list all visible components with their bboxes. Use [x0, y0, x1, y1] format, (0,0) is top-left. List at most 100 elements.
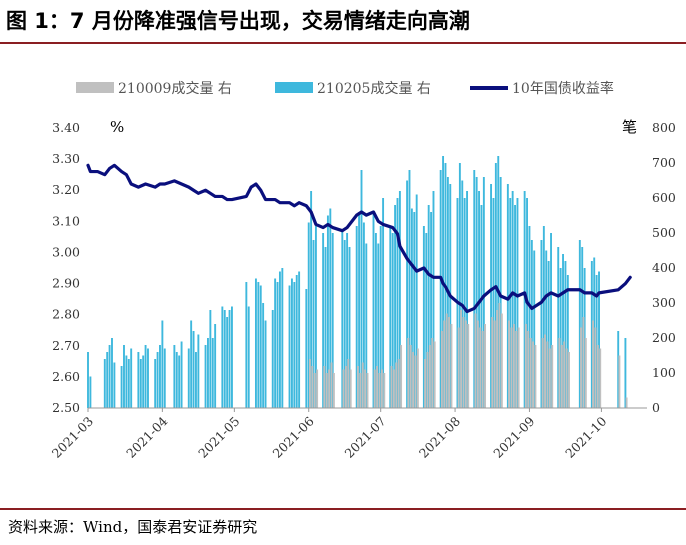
bar-210009: [450, 324, 453, 408]
bar-210205: [163, 348, 166, 408]
bar-210205: [209, 310, 212, 408]
bar-210205: [278, 271, 281, 408]
bar-210205: [341, 229, 344, 408]
left-tick-label: 3.30: [52, 151, 80, 166]
bar-210205: [159, 345, 161, 408]
bar-210009: [508, 320, 510, 408]
bar-210009: [400, 345, 403, 408]
bar-210205: [463, 198, 466, 408]
bar-210205: [473, 170, 476, 408]
chart: 210009成交量 右 210205成交量 右 10年国债收益率 % 笔 3.403…: [49, 80, 676, 461]
bar-210205: [127, 359, 130, 408]
bar-210009: [582, 317, 585, 408]
bar-210205: [533, 250, 536, 408]
bar-210009: [445, 313, 448, 408]
bar-210205: [427, 205, 430, 408]
bar-210009: [308, 359, 311, 408]
bar-210205: [290, 278, 293, 408]
bar-210205: [175, 352, 178, 408]
bar-210009: [378, 373, 381, 408]
bar-210009: [500, 313, 503, 408]
left-tick-label: 2.70: [52, 338, 80, 353]
x-tick-label: 2021-08: [416, 413, 463, 460]
bar-210205: [247, 306, 250, 408]
bar-210205: [547, 261, 550, 408]
x-axis: 2021-03 2021-04 2021-05 2021-06 2021-07 2021-…: [49, 408, 610, 461]
bar-210009: [373, 369, 376, 408]
source-note: 资料来源：Wind，国泰君安证券研究: [8, 518, 258, 536]
bar-series-210009: [308, 303, 628, 408]
bar-210205: [245, 282, 248, 408]
bar-210009: [580, 327, 582, 408]
bar-210009: [462, 317, 465, 408]
bar-210205: [125, 355, 128, 408]
bar-210205: [480, 205, 483, 408]
bar-210009: [330, 362, 333, 408]
bar-210205: [540, 240, 543, 408]
bar-210205: [564, 261, 567, 408]
bar-210205: [346, 233, 349, 408]
bar-210009: [515, 331, 518, 408]
bar-210009: [328, 369, 331, 408]
bar-210009: [397, 359, 400, 408]
bar-210205: [276, 282, 279, 408]
bar-210205: [562, 254, 564, 408]
x-tick-label: 2021-09: [490, 413, 537, 460]
bar-210205: [343, 240, 346, 408]
bar-210009: [544, 334, 546, 408]
bar-210205: [422, 226, 425, 408]
bar-210009: [311, 366, 314, 408]
bar-210009: [323, 366, 326, 408]
right-tick-label: 0: [652, 400, 660, 415]
bar-210205: [559, 268, 562, 408]
bar-210205: [103, 359, 106, 408]
bar-210205: [226, 317, 229, 408]
bar-210009: [428, 345, 431, 408]
bar-210009: [457, 327, 460, 408]
bar-210009: [412, 352, 415, 408]
bar-210205: [466, 191, 469, 408]
left-tick-label: 2.80: [52, 307, 80, 322]
bar-210205: [139, 359, 142, 408]
legend-swatch-1: [275, 82, 313, 93]
yield-line: [86, 163, 632, 314]
bar-210205: [583, 268, 586, 408]
bar-210009: [409, 345, 412, 408]
bar-210009: [524, 324, 527, 408]
left-tick-label: 2.50: [52, 400, 80, 415]
bar-210009: [491, 317, 494, 408]
bar-210009: [527, 331, 530, 408]
bar-210205: [223, 310, 226, 408]
bar-210205: [617, 331, 620, 408]
right-axis-unit: 笔: [622, 118, 637, 136]
bar-210205: [499, 177, 502, 408]
bar-210205: [406, 180, 409, 408]
bar-210205: [542, 226, 545, 408]
bar-210009: [424, 359, 427, 408]
bar-210009: [433, 341, 436, 408]
bar-210205: [142, 355, 145, 408]
left-tick-label: 3.10: [52, 213, 80, 228]
bar-210205: [89, 376, 92, 408]
right-tick-label: 800: [652, 120, 676, 135]
bar-210009: [383, 373, 386, 408]
bar-210205: [593, 257, 596, 408]
bar-210205: [528, 226, 531, 408]
bar-210009: [563, 341, 566, 408]
bar-210009: [548, 348, 551, 408]
bar-210205: [106, 352, 109, 408]
bar-210205: [374, 233, 377, 408]
right-tick-label: 500: [652, 225, 676, 240]
bar-210009: [592, 320, 594, 408]
bar-210009: [359, 373, 362, 408]
bar-210205: [523, 191, 526, 408]
bar-210009: [512, 324, 515, 408]
bar-210009: [316, 369, 319, 408]
bar-210205: [307, 222, 310, 408]
bar-210205: [506, 184, 509, 408]
bar-210009: [366, 373, 369, 408]
bar-210205: [379, 226, 382, 408]
bar-210009: [493, 320, 496, 408]
legend-label-1: 210205成交量 右: [317, 80, 431, 97]
bar-210205: [322, 233, 325, 408]
